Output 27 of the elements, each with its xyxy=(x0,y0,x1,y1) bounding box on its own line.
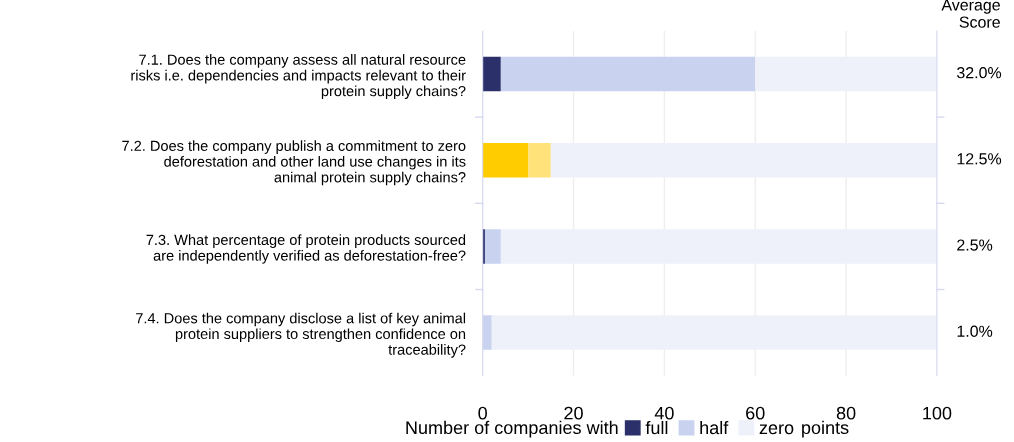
x-tick-label: 100 xyxy=(923,406,952,420)
text: 1.0% xyxy=(957,325,993,337)
y-tick-label: 7.1. Does the company assess all natural resource risks i.e. dependencies and impacts relevant to their protein supply chains? xyxy=(131,54,466,100)
legend-label: zero xyxy=(759,424,794,435)
bar xyxy=(528,142,551,178)
x-axis-title: Number of companies with xyxy=(406,420,618,438)
x-tick-label: 20 xyxy=(564,406,583,420)
text: points xyxy=(802,420,849,438)
text: 2.5% xyxy=(957,239,993,251)
x-tick-label: 40 xyxy=(654,406,674,420)
legend-label: half xyxy=(700,420,729,435)
bar xyxy=(482,315,492,350)
x-tick-label: 0 xyxy=(478,406,487,420)
bar xyxy=(482,229,485,264)
y-tick-label: 7.4. Does the company disclose a list of key animal protein suppliers to strengthen confidence on traceability? xyxy=(136,312,466,358)
x-tick-label: 60 xyxy=(746,406,765,420)
bar xyxy=(482,56,501,92)
y-tick-label: 7.3. What percentage of protein products sourced are independently verified as deforestation-free? xyxy=(146,234,466,264)
text: 32.0% xyxy=(956,67,1002,79)
legend-label: full xyxy=(645,420,668,435)
text: 12.5% xyxy=(957,153,1002,165)
bar xyxy=(482,142,529,178)
y-tick-label: 7.2. Does the company publish a commitment to zero deforestation and other land use changes in its animal protein supply chains? xyxy=(122,140,466,186)
bar xyxy=(500,56,756,92)
x-tick-label: 80 xyxy=(836,406,856,420)
bar xyxy=(484,229,501,264)
y2-axis-title: Average Score xyxy=(941,0,1000,28)
